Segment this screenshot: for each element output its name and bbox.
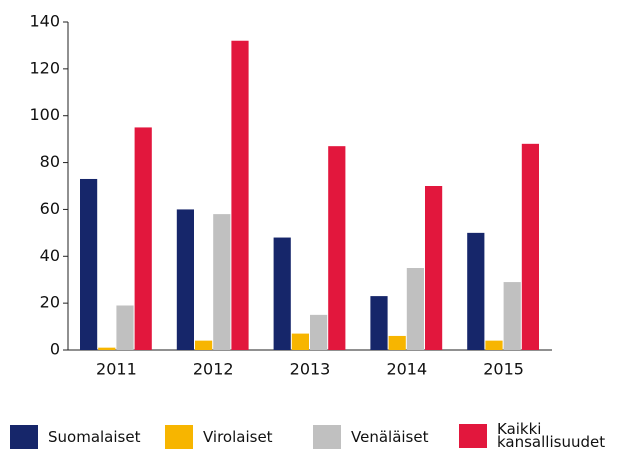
bar (231, 40, 249, 350)
x-tick-label: 2011 (96, 360, 137, 379)
bar (406, 268, 424, 350)
bar (195, 340, 213, 350)
bar (176, 209, 194, 350)
y-tick-label: 140 (29, 12, 60, 31)
x-tick-label: 2014 (386, 360, 427, 379)
chart: 0 20 40 60 80 100 120 140 2011 2012 2013 2014 2015 (29, 12, 552, 379)
bar (80, 178, 98, 350)
legend-swatch (459, 424, 487, 448)
legend-item: Kaikki kansallisuudet (459, 416, 607, 450)
bar (521, 143, 539, 350)
x-tick-label: 2015 (483, 360, 524, 379)
legend-swatch (10, 425, 38, 449)
bar (291, 333, 309, 350)
y-tick-label: 40 (40, 246, 60, 265)
bar (213, 214, 231, 350)
bar (116, 305, 134, 350)
legend-label: Kaikki kansallisuudet (497, 420, 606, 450)
legend-label: Virolaiset (203, 427, 273, 446)
y-tick-label: 0 (50, 340, 60, 359)
bar (485, 340, 503, 350)
legend-label: Suomalaiset (48, 427, 141, 446)
bar (388, 335, 406, 350)
legend-item: Virolaiset (165, 423, 273, 450)
x-tick-label: 2012 (193, 360, 234, 379)
y-tick-label: 80 (40, 152, 60, 171)
bar (370, 296, 388, 350)
bar (467, 232, 485, 350)
bar (134, 127, 152, 350)
x-tick-label: 2013 (290, 360, 331, 379)
legend-item: Venäläiset (313, 423, 428, 450)
legend-item: Suomalaiset (10, 423, 140, 450)
bar (503, 282, 521, 350)
bar (328, 146, 346, 350)
y-tick-label: 100 (29, 105, 60, 124)
legend-swatch (165, 425, 193, 449)
y-tick-label: 120 (29, 58, 60, 77)
bar (310, 314, 328, 350)
bar (98, 347, 116, 350)
y-tick-label: 20 (40, 293, 60, 312)
bar (425, 186, 443, 350)
legend-label: Venäläiset (351, 427, 429, 446)
legend-swatch (313, 425, 341, 449)
y-tick-label: 60 (40, 199, 60, 218)
bar (273, 237, 291, 350)
